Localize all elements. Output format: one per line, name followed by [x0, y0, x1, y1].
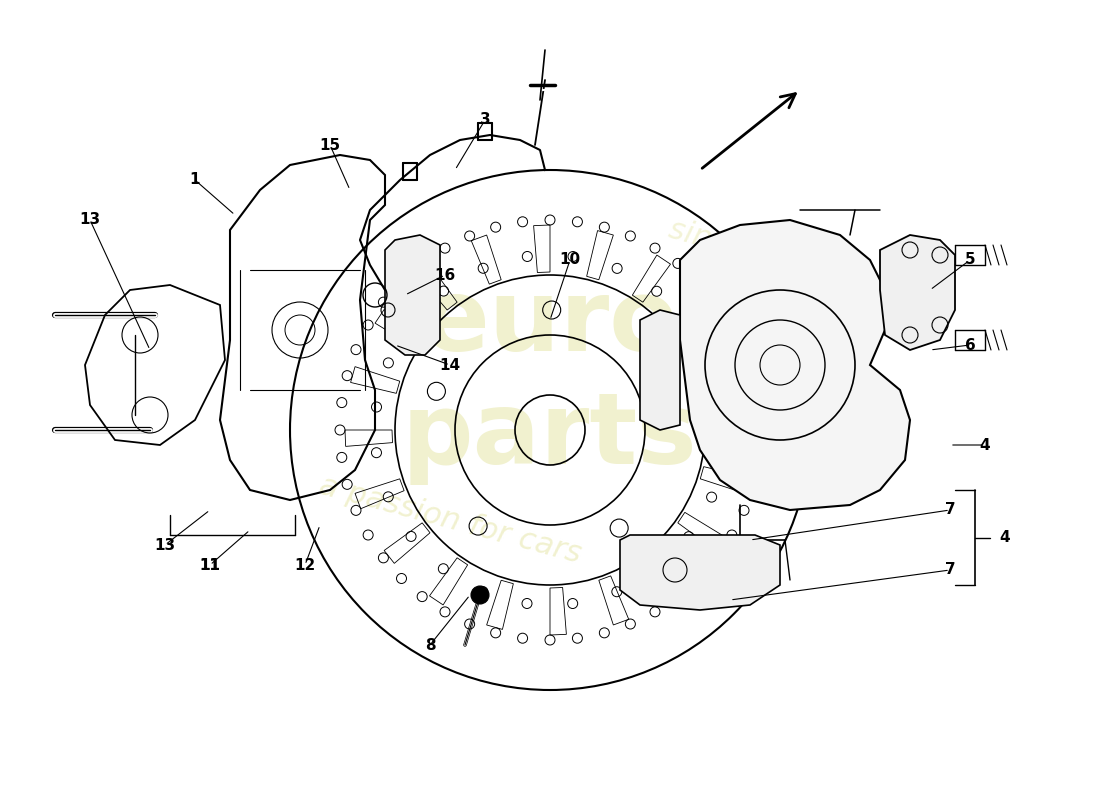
Circle shape [471, 586, 490, 604]
Text: 11: 11 [199, 558, 220, 573]
Text: since 1985: since 1985 [666, 214, 834, 286]
Text: 10: 10 [560, 253, 581, 267]
Polygon shape [680, 220, 910, 510]
Text: 14: 14 [439, 358, 461, 373]
Text: 6: 6 [965, 338, 976, 353]
Text: 5: 5 [965, 253, 976, 267]
Text: 16: 16 [434, 267, 455, 282]
Text: a passion for cars: a passion for cars [316, 471, 584, 569]
Text: 15: 15 [319, 138, 341, 153]
Text: 7: 7 [945, 502, 955, 518]
Polygon shape [640, 310, 680, 430]
Text: 12: 12 [295, 558, 316, 573]
Text: 4: 4 [980, 438, 990, 453]
Text: euro
parts: euro parts [403, 275, 697, 485]
Text: 13: 13 [79, 213, 100, 227]
Polygon shape [880, 235, 955, 350]
Text: 3: 3 [480, 113, 491, 127]
Polygon shape [620, 535, 780, 610]
Text: 8: 8 [425, 638, 436, 653]
Text: 1: 1 [189, 173, 200, 187]
Polygon shape [385, 235, 440, 355]
Text: 7: 7 [945, 562, 955, 578]
Text: 4: 4 [1000, 530, 1010, 546]
Text: 11: 11 [199, 558, 220, 573]
Text: 13: 13 [154, 538, 176, 553]
